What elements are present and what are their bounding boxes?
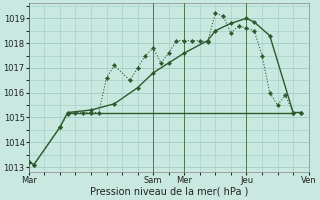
X-axis label: Pression niveau de la mer( hPa ): Pression niveau de la mer( hPa ) <box>90 187 248 197</box>
